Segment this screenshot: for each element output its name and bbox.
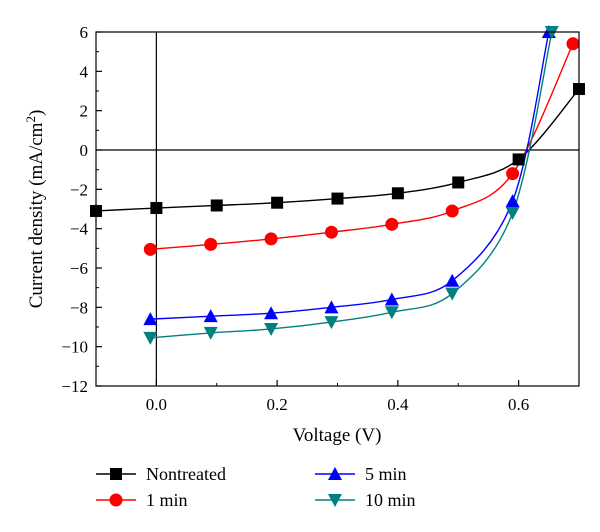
series-0-point <box>150 202 163 215</box>
series-0-point <box>452 176 465 189</box>
x-tick-labels: 0.0 0.2 0.4 0.6 <box>146 395 530 414</box>
series-3-point <box>203 326 218 340</box>
series-1-point <box>445 204 459 218</box>
series-1-point <box>204 237 218 251</box>
y-tick-label: −2 <box>70 180 88 199</box>
y-tick-label: 4 <box>80 62 89 81</box>
y-tick-label: −8 <box>70 298 88 317</box>
legend-marker <box>328 467 342 480</box>
series-line-2 <box>150 32 550 320</box>
x-tick-label: 0.4 <box>387 395 409 414</box>
plot-frame <box>95 31 580 387</box>
x-tick-label: 0.0 <box>146 395 167 414</box>
series-1-point <box>385 217 399 231</box>
y-axis-title: Current density (mA/cm2) <box>23 110 47 309</box>
y-tick-labels: −12 −10 −8 −6 −4 −2 0 2 4 6 <box>61 23 88 396</box>
axis-ticks <box>95 31 580 387</box>
series-3-point <box>384 306 399 320</box>
x-tick-label: 0.2 <box>267 395 288 414</box>
series-0-point <box>210 199 223 212</box>
y-tick-label: 0 <box>80 141 89 160</box>
series-2-point <box>203 309 218 323</box>
series-0-point <box>271 196 284 209</box>
series-1-point <box>143 242 157 256</box>
series-0-point <box>331 192 344 205</box>
legend-label: 1 min <box>146 490 188 510</box>
legend-marker <box>110 468 122 480</box>
plot-area <box>90 25 585 387</box>
legend-label: 10 min <box>365 490 416 510</box>
series-1-point <box>324 225 338 239</box>
series-0-point <box>512 153 525 166</box>
series-2-point <box>143 312 158 326</box>
y-tick-label: 6 <box>80 23 89 42</box>
legend-item: 5 min <box>315 464 407 484</box>
y-axis-title-tail: ) <box>26 110 47 116</box>
legend: Nontreated 1 min 5 min 10 min <box>96 464 416 510</box>
x-axis-title: Voltage (V) <box>293 425 382 446</box>
legend-item: 10 min <box>315 490 416 510</box>
legend-item: 1 min <box>96 490 188 510</box>
series-2-point <box>324 300 339 314</box>
legend-marker <box>109 493 123 507</box>
legend-marker <box>328 494 342 507</box>
series-curves <box>96 32 579 339</box>
zero-reference-lines <box>96 32 579 386</box>
legend-item: Nontreated <box>96 464 226 484</box>
series-3-point <box>505 206 520 220</box>
y-tick-label: −12 <box>61 377 88 396</box>
y-tick-label: −10 <box>61 338 88 357</box>
series-0-point <box>391 187 404 200</box>
series-1-point <box>566 37 580 51</box>
series-line-1 <box>150 43 574 251</box>
y-tick-label: −4 <box>70 220 89 239</box>
series-2-point <box>505 194 520 208</box>
y-tick-label: −6 <box>70 259 88 278</box>
series-markers <box>90 25 585 345</box>
series-2-point <box>264 306 279 320</box>
series-3-point <box>324 316 339 330</box>
series-1-point <box>264 232 278 246</box>
series-3-point <box>264 322 279 336</box>
series-2-point <box>445 273 460 287</box>
y-tick-label: 2 <box>80 102 89 121</box>
legend-label: 5 min <box>365 464 407 484</box>
series-1-point <box>506 167 520 181</box>
legend-label: Nontreated <box>146 464 226 484</box>
y-axis-title-main: Current density (mA/cm <box>26 122 47 308</box>
y-axis-title-sup: 2 <box>23 116 38 123</box>
x-tick-label: 0.6 <box>508 395 529 414</box>
series-3-point <box>143 331 158 345</box>
series-2-point <box>384 292 399 306</box>
series-3-point <box>445 287 460 301</box>
series-line-3 <box>150 32 553 339</box>
